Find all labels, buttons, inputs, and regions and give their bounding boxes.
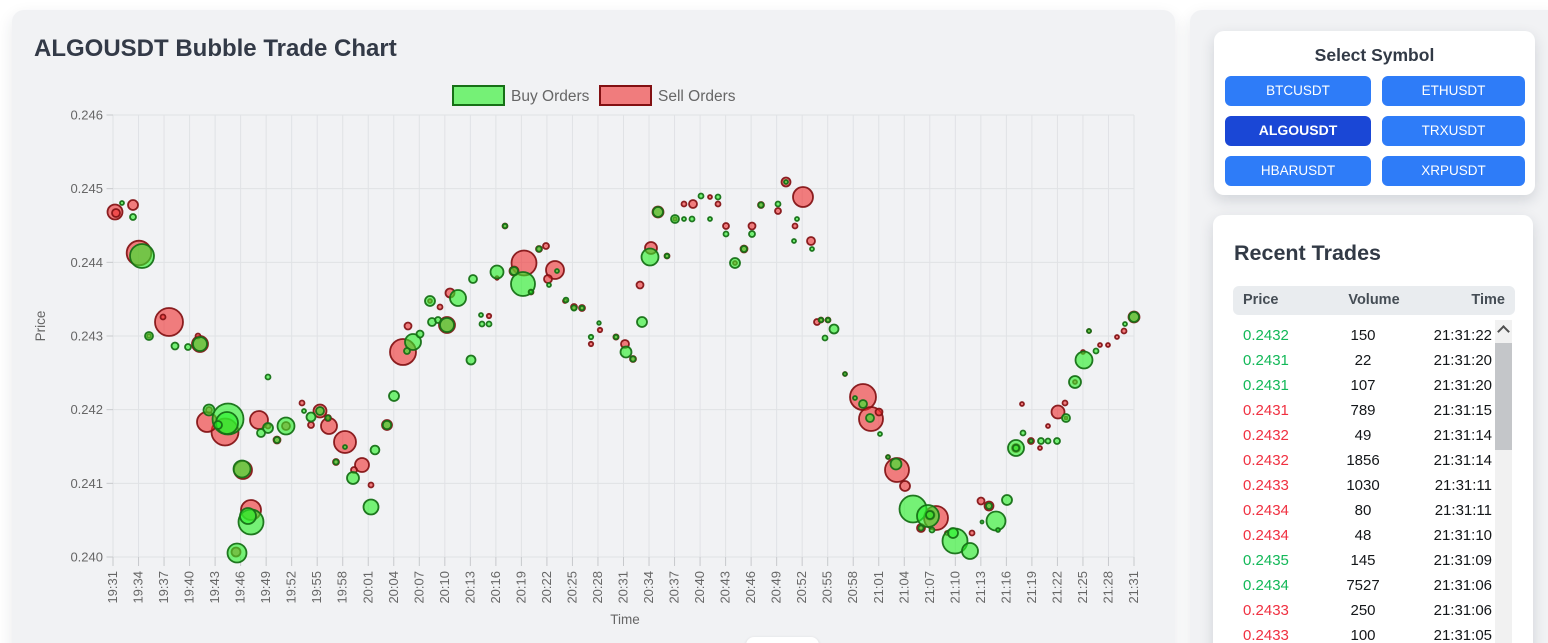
svg-text:20:58: 20:58 bbox=[845, 571, 860, 604]
svg-text:0.246: 0.246 bbox=[70, 108, 103, 123]
svg-text:19:49: 19:49 bbox=[258, 571, 273, 604]
svg-text:19:34: 19:34 bbox=[131, 571, 146, 604]
svg-text:21:01: 21:01 bbox=[871, 571, 886, 604]
svg-text:0.243: 0.243 bbox=[70, 329, 103, 344]
svg-text:0.240: 0.240 bbox=[70, 550, 103, 565]
svg-text:20:31: 20:31 bbox=[616, 571, 631, 604]
svg-text:20:19: 20:19 bbox=[513, 571, 528, 604]
svg-text:19:55: 19:55 bbox=[309, 571, 324, 604]
svg-text:0.241: 0.241 bbox=[70, 476, 103, 491]
svg-text:21:13: 21:13 bbox=[973, 571, 988, 604]
svg-text:21:07: 21:07 bbox=[922, 571, 937, 604]
svg-text:21:28: 21:28 bbox=[1100, 571, 1115, 604]
svg-text:21:31: 21:31 bbox=[1126, 571, 1141, 604]
svg-text:20:22: 20:22 bbox=[539, 571, 554, 604]
svg-text:20:34: 20:34 bbox=[641, 571, 656, 604]
svg-text:19:40: 19:40 bbox=[182, 571, 197, 604]
svg-text:20:28: 20:28 bbox=[590, 571, 605, 604]
svg-text:20:13: 20:13 bbox=[462, 571, 477, 604]
svg-text:Price: Price bbox=[33, 311, 48, 342]
svg-text:20:46: 20:46 bbox=[743, 571, 758, 604]
svg-text:0.242: 0.242 bbox=[70, 402, 103, 417]
svg-text:19:46: 19:46 bbox=[233, 571, 248, 604]
svg-text:20:16: 20:16 bbox=[488, 571, 503, 604]
svg-text:19:58: 19:58 bbox=[335, 571, 350, 604]
svg-text:21:10: 21:10 bbox=[947, 571, 962, 604]
svg-text:20:04: 20:04 bbox=[386, 571, 401, 604]
svg-text:20:01: 20:01 bbox=[360, 571, 375, 604]
svg-text:20:10: 20:10 bbox=[437, 571, 452, 604]
svg-text:21:04: 21:04 bbox=[896, 571, 911, 604]
svg-text:19:37: 19:37 bbox=[156, 571, 171, 604]
svg-text:20:43: 20:43 bbox=[718, 571, 733, 604]
svg-text:21:22: 21:22 bbox=[1049, 571, 1064, 604]
svg-text:20:25: 20:25 bbox=[564, 571, 579, 604]
svg-text:Time: Time bbox=[610, 612, 640, 627]
svg-text:0.244: 0.244 bbox=[70, 255, 103, 270]
svg-text:Buy Orders: Buy Orders bbox=[511, 88, 590, 105]
svg-text:20:49: 20:49 bbox=[769, 571, 784, 604]
svg-text:21:16: 21:16 bbox=[998, 571, 1013, 604]
svg-text:20:55: 20:55 bbox=[820, 571, 835, 604]
svg-text:21:19: 21:19 bbox=[1024, 571, 1039, 604]
svg-text:21:25: 21:25 bbox=[1075, 571, 1090, 604]
svg-text:20:37: 20:37 bbox=[667, 571, 682, 604]
svg-text:0.245: 0.245 bbox=[70, 181, 103, 196]
svg-text:Sell Orders: Sell Orders bbox=[658, 88, 736, 105]
svg-text:20:52: 20:52 bbox=[794, 571, 809, 604]
svg-text:19:43: 19:43 bbox=[207, 571, 222, 604]
svg-text:19:52: 19:52 bbox=[284, 571, 299, 604]
svg-text:19:31: 19:31 bbox=[105, 571, 120, 604]
svg-text:20:07: 20:07 bbox=[411, 571, 426, 604]
svg-text:20:40: 20:40 bbox=[692, 571, 707, 604]
